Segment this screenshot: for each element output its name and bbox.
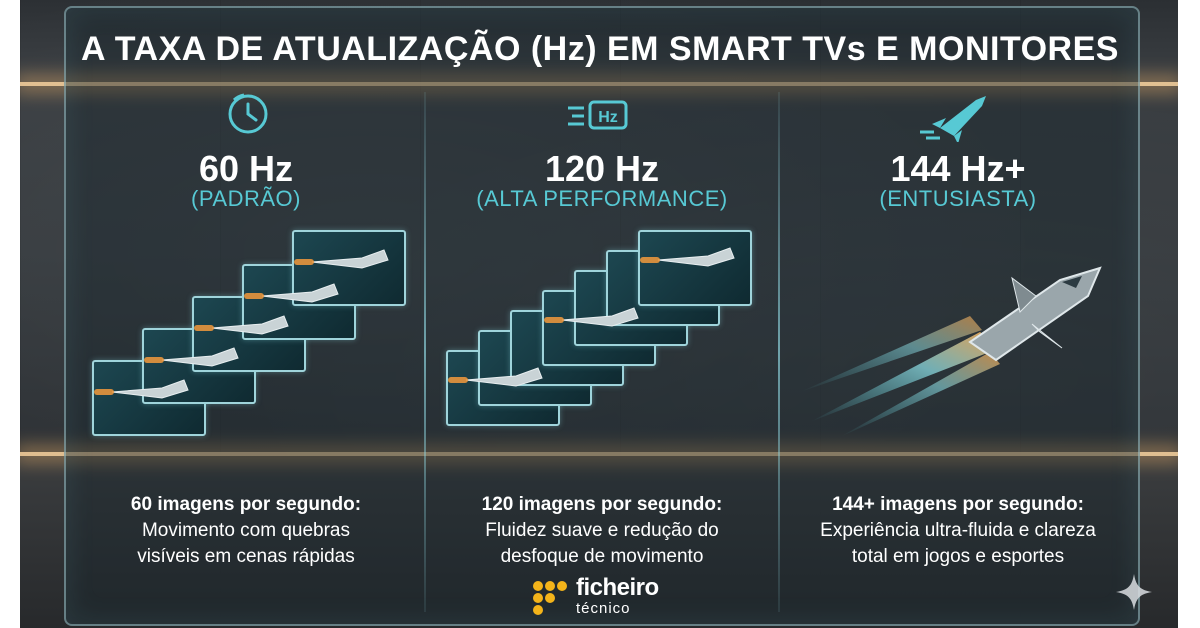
description-line: Movimento com quebras — [141, 520, 351, 541]
left-margin — [0, 0, 20, 628]
floor — [20, 456, 1178, 628]
description-line: total em jogos e esportes — [851, 546, 1065, 567]
description-line: desfoque de movimento — [500, 546, 704, 567]
column-divider-1 — [424, 92, 426, 612]
top-light-strip — [20, 82, 1178, 86]
rocket-icon — [780, 92, 1136, 144]
logo-mark-icon — [533, 581, 567, 615]
description-line: visíveis em cenas rápidas — [137, 546, 355, 567]
page-title: A TAXA DE ATUALIZAÇÃO (Hz) EM SMART TVs … — [81, 30, 1119, 68]
tier-label: (PADRÃO) — [191, 186, 301, 211]
hz-badge-text: Hz — [598, 109, 618, 126]
sparkle-icon — [1116, 574, 1152, 610]
motion-frame — [638, 230, 752, 306]
clock-icon — [68, 92, 424, 142]
column-divider-2 — [778, 92, 780, 612]
jet-motion-blur-icon — [800, 266, 1102, 437]
right-margin — [1178, 0, 1200, 628]
tier-label: (ALTA PERFORMANCE) — [476, 186, 728, 211]
refresh-rate-label: 120 Hz — [544, 148, 660, 189]
bottom-light-strip — [20, 452, 1178, 456]
description: 60 imagens por segundo: Movimento com qu… — [68, 492, 424, 570]
description: 144+ imagens por segundo: Experiência ul… — [780, 492, 1136, 570]
hz-badge-icon: Hz — [424, 92, 780, 142]
tier-label: (ENTUSIASTA) — [879, 186, 1037, 211]
jet-frames-icon — [94, 249, 389, 399]
ficheiro-tecnico-logo: ficheiro técnico — [530, 574, 690, 620]
jet-frames-icon — [448, 247, 735, 387]
description-line: Experiência ultra-fluida e clareza — [820, 520, 1096, 541]
refresh-rate-label: 144 Hz+ — [890, 148, 1026, 189]
logo-subtitle: técnico — [576, 600, 631, 617]
logo-wordmark: ficheiro — [576, 574, 659, 601]
description-heading: 60 imagens por segundo: — [130, 494, 362, 515]
description-heading: 120 imagens por segundo: — [481, 494, 723, 515]
description: 120 imagens por segundo: Fluidez suave e… — [424, 492, 780, 570]
refresh-rate-label: 60 Hz — [198, 148, 294, 189]
description-line: Fluidez suave e redução do — [485, 520, 719, 541]
description-heading: 144+ imagens por segundo: — [832, 494, 1084, 515]
